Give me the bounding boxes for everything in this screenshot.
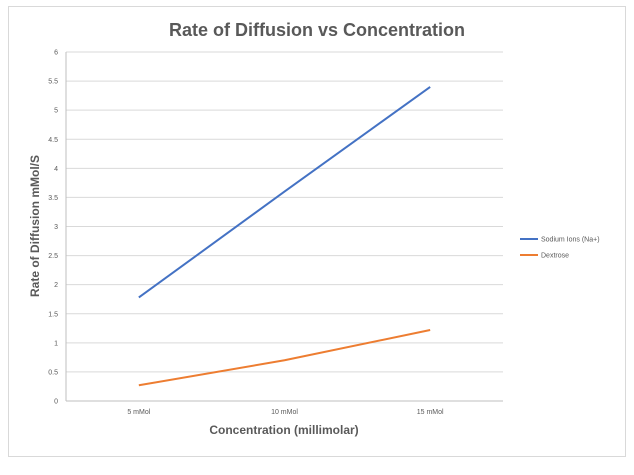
x-tick-label: 15 mMol — [417, 409, 444, 416]
legend: Sodium Ions (Na+) Dextrose — [520, 237, 600, 260]
y-tick-label: 4 — [54, 166, 58, 173]
series-line-sodium-ions-na — [138, 86, 431, 299]
y-tick-label: 1.5 — [48, 311, 58, 318]
legend-label: Sodium Ions (Na+) — [541, 237, 600, 244]
legend-label: Dextrose — [541, 253, 569, 260]
chart-title: Rate of Diffusion vs Concentration — [169, 20, 465, 40]
legend-item: Sodium Ions (Na+) — [520, 237, 600, 244]
x-tick-label: 10 mMol — [271, 409, 298, 416]
y-tick-label: 0.5 — [48, 369, 58, 376]
y-tick-labels: 0 0.5 1 1.5 2 2.5 3 3.5 4 4.5 5 5.5 6 — [48, 50, 58, 406]
x-tick-labels: 5 mMol 10 mMol 15 mMol — [127, 409, 444, 416]
y-tick-label: 6 — [54, 50, 58, 57]
y-axis-title: Rate of Diffusion mMol/S — [28, 155, 42, 297]
y-tick-label: 5.5 — [48, 79, 58, 86]
y-tick-label: 1 — [54, 340, 58, 347]
y-tick-label: 2 — [54, 282, 58, 289]
y-tick-label: 4.5 — [48, 137, 58, 144]
y-tick-label: 3.5 — [48, 195, 58, 202]
y-tick-label: 5 — [54, 108, 58, 115]
y-tick-label: 0 — [54, 399, 58, 406]
series-line-dextrose — [138, 329, 431, 387]
gridlines — [66, 51, 503, 373]
x-axis-title: Concentration (millimolar) — [209, 423, 358, 437]
x-tick-label: 5 mMol — [127, 409, 150, 416]
y-tick-label: 2.5 — [48, 253, 58, 260]
data-series — [138, 86, 431, 387]
y-tick-label: 3 — [54, 224, 58, 231]
legend-item: Dextrose — [520, 253, 569, 260]
